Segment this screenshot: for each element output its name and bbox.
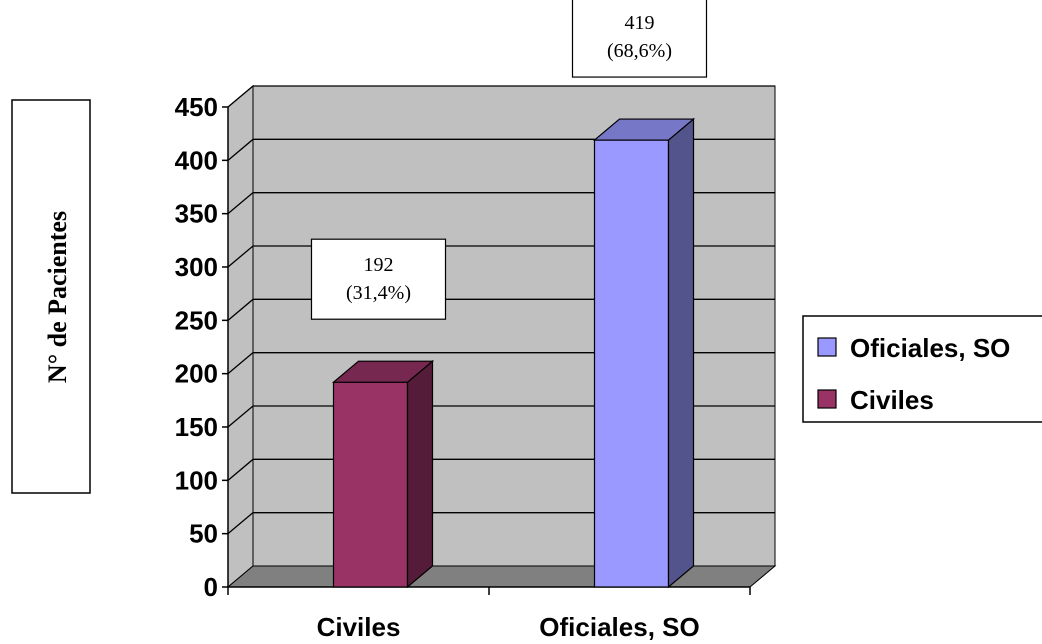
data-label-box [310,238,447,320]
y-tick-label: 100 [175,465,218,495]
x-category-label: Oficiales, SO [539,612,699,642]
bar-top [331,360,435,383]
bar-civiles [331,359,435,589]
data-label-box [571,0,708,78]
bar-front [332,381,409,588]
data-label: 419 (68,6%) [571,0,708,78]
bar-side [667,117,695,589]
y-tick-label: 300 [175,252,218,282]
x-category-label: Civiles [317,612,401,642]
bar-top [592,118,696,141]
legend: Oficiales, SO Civiles [802,315,1042,423]
y-tick-label: 350 [175,199,218,229]
data-labels: 192 (31,4%) 419 (68,6%) [310,0,708,320]
bar-side [406,359,434,589]
y-tick-label: 150 [175,412,218,442]
y-axis-title-box: N° de Pacientes [11,99,91,494]
data-label-percent: (31,4%) [346,282,411,304]
y-tick-label: 200 [175,359,218,389]
gridline [227,85,775,108]
legend-label-civiles: Civiles [850,385,934,415]
bar-oficiales-so [592,117,696,589]
bar-front [593,139,670,588]
y-tick-label: 400 [175,145,218,175]
y-tick-label: 0 [204,572,218,602]
legend-swatch-oficiales [817,337,837,357]
legend-label-oficiales: Oficiales, SO [850,333,1010,363]
y-tick-label: 450 [175,92,218,122]
data-label-percent: (68,6%) [607,40,672,62]
data-label: 192 (31,4%) [310,238,447,320]
bars [331,117,696,589]
back-wall [252,85,776,567]
y-tick-label: 50 [189,519,218,549]
legend-swatch-civiles [817,389,837,409]
data-label-value: 419 [625,12,655,34]
y-tick-label: 250 [175,305,218,335]
side-wall [227,84,254,589]
y-axis-title: N° de Pacientes [43,211,72,383]
floor [226,565,777,588]
data-label-value: 192 [364,254,394,276]
